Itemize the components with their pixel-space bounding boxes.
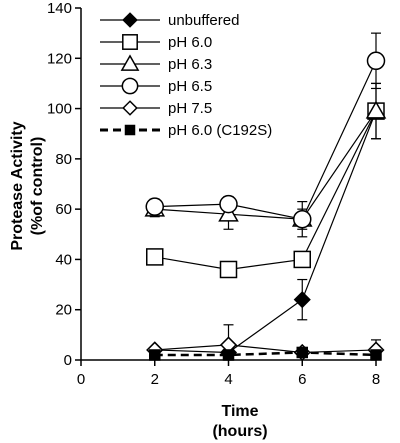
legend-label: pH 6.0 [168, 34, 212, 51]
x-tick-label: 6 [298, 371, 306, 388]
legend-marker [120, 54, 140, 71]
x-tick-label: 2 [151, 371, 159, 388]
x-axis-title-line-1: Time [221, 403, 258, 420]
series-line [154, 344, 377, 354]
y-tick-label: 140 [47, 0, 72, 17]
x-axis-title-line-2: (hours) [212, 423, 267, 440]
legend-marker [122, 12, 138, 28]
data-point [293, 291, 311, 309]
data-point [149, 349, 161, 361]
series-line [154, 110, 377, 220]
x-tick-label: 8 [372, 371, 380, 388]
x-axis-ticks: 0 2 4 6 8 [77, 360, 380, 388]
series-0 [146, 102, 385, 362]
data-point [146, 248, 164, 266]
y-tick-label: 40 [55, 251, 72, 268]
series-line [154, 110, 377, 271]
y-tick-label: 80 [55, 151, 72, 168]
data-point [365, 100, 387, 119]
y-axis-title-line-2: (%of control) [29, 137, 46, 236]
series-5 [149, 346, 382, 361]
series-layer [144, 32, 387, 362]
y-axis-ticks: 0 20 40 60 80 100 120 140 [47, 0, 81, 369]
legend-marker [121, 77, 139, 95]
legend-marker [122, 34, 138, 50]
series-line [154, 351, 377, 357]
y-axis-title-line-1: Protease Activity [9, 121, 26, 250]
y-tick-label: 120 [47, 50, 72, 67]
series-line [154, 60, 377, 220]
x-tick-label: 4 [224, 371, 232, 388]
y-tick-label: 60 [55, 201, 72, 218]
data-point [293, 250, 311, 269]
y-tick-label: 0 [64, 352, 72, 369]
data-point [370, 349, 382, 361]
data-point [296, 346, 308, 359]
axes [80, 8, 376, 361]
legend-label: pH 6.5 [168, 78, 212, 95]
data-point [293, 209, 312, 229]
y-tick-label: 20 [55, 302, 72, 319]
legend: unbuffered pH 6.0 pH 6.3 pH 6.5 pH 7.5 pH 6.0… [100, 12, 272, 139]
series-line [154, 110, 377, 354]
series-3 [145, 32, 386, 238]
data-point [366, 51, 386, 71]
legend-label: pH 6.3 [168, 56, 212, 73]
legend-label: pH 7.5 [168, 100, 212, 117]
data-point [222, 349, 235, 361]
data-point [219, 194, 238, 214]
legend-marker [122, 100, 138, 116]
legend-label: pH 6.0 (C192S) [168, 122, 272, 139]
y-tick-label: 100 [47, 101, 72, 118]
data-point [219, 260, 238, 279]
legend-label: unbuffered [168, 12, 239, 29]
data-point [145, 197, 164, 216]
legend-marker [124, 124, 136, 136]
x-tick-label: 0 [77, 371, 85, 388]
